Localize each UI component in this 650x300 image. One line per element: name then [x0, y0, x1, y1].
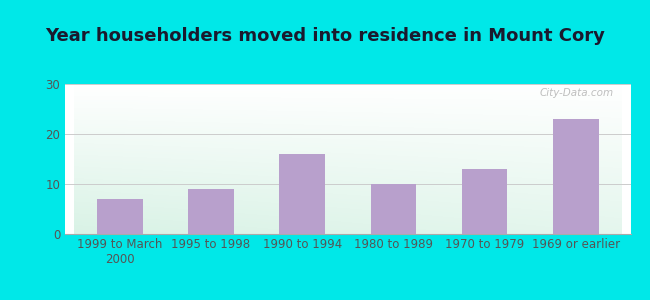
Text: City-Data.com: City-Data.com: [540, 88, 614, 98]
Bar: [188, 189, 234, 234]
Bar: [370, 184, 416, 234]
Text: Year householders moved into residence in Mount Cory: Year householders moved into residence i…: [45, 27, 605, 45]
Bar: [462, 169, 508, 234]
Bar: [97, 199, 142, 234]
Bar: [280, 154, 325, 234]
Bar: [553, 119, 599, 234]
